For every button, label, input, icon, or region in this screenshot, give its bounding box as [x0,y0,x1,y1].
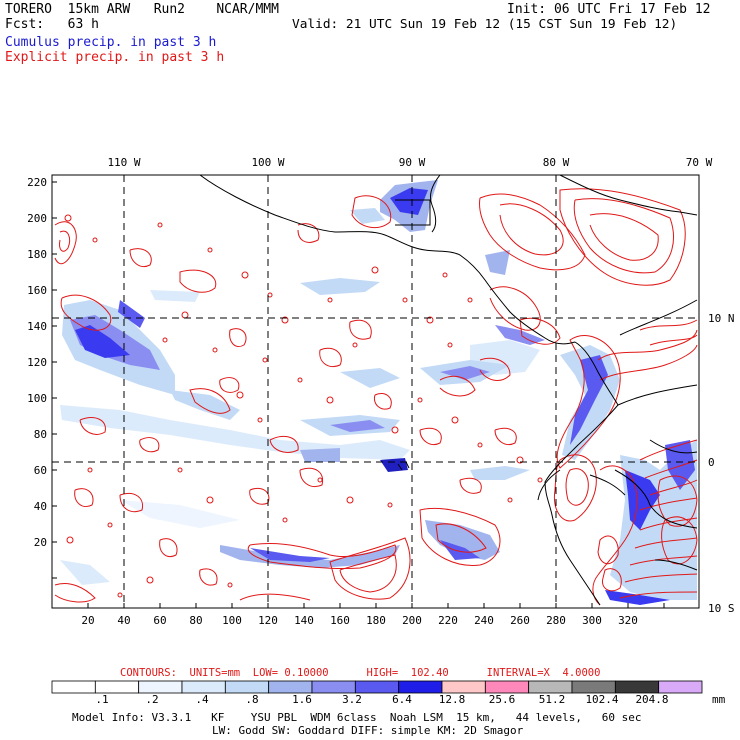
colorbar-label: 12.8 [438,693,466,706]
colorbar-label: .2 [145,693,159,706]
colorbar-box [311,680,356,694]
colorbar-box [658,680,703,694]
colorbar-box [224,680,270,694]
colorbar-label: .1 [95,693,109,706]
init-time: Init: 06 UTC Fri 17 Feb 12 [507,2,711,17]
map-content [52,175,699,608]
explicit-precip-contours [54,188,698,606]
colorbar-box [571,680,616,694]
colorbar-box [94,680,140,694]
x-tick-label: 80 [189,614,202,627]
colorbar [51,680,703,694]
colorbar-box [181,680,226,694]
x-tick-label: 100 [222,614,242,627]
lon-label: 70 W [686,156,713,169]
y-tick-label: 40 [34,500,47,513]
colorbar-box [484,680,530,694]
y-tick-label: 160 [27,284,47,297]
x-tick-label: 260 [510,614,530,627]
colorbar-label: 102.4 [585,693,619,706]
x-tick-label: 40 [117,614,130,627]
x-tick-label: 60 [153,614,166,627]
colorbar-unit: mm [712,693,726,706]
lat-label: 10 N [708,312,735,325]
axis-labels: 110 W 100 W 90 W 80 W 70 W 10 N 0 10 S 2… [27,156,734,627]
x-tick-label: 120 [258,614,278,627]
colorbar-label: 1.6 [292,693,312,706]
x-tick-label: 220 [438,614,458,627]
x-tick-label: 240 [474,614,494,627]
colorbar-box [268,680,313,694]
lon-label: 100 W [251,156,284,169]
x-tick-label: 200 [402,614,422,627]
colorbar-label: .8 [245,693,259,706]
explicit-precip-cells [64,214,543,598]
colorbar-box [138,680,183,694]
colorbar-box [528,680,573,694]
x-tick-label: 160 [330,614,350,627]
colorbar-label: .4 [195,693,209,706]
lon-label: 90 W [399,156,426,169]
y-tick-label: 120 [27,356,47,369]
colorbar-label: 3.2 [342,693,362,706]
cumulus-precip-shading [60,180,697,605]
colorbar-label: 25.6 [488,693,516,706]
x-tick-label: 180 [366,614,386,627]
coastlines [199,175,698,606]
forecast-hour: Fcst: 63 h [5,17,99,32]
colorbar-box [354,680,400,694]
colorbar-box [441,680,486,694]
lon-label: 80 W [543,156,570,169]
model-info: Model Info: V3.3.1 KF YSU PBL WDM 6class… [72,711,642,724]
colorbar-box [51,680,96,694]
lat-label: 0 [708,456,715,469]
x-tick-label: 140 [294,614,314,627]
axis-ticks [52,181,665,608]
y-tick-label: 80 [34,428,47,441]
lon-label: 110 W [107,156,140,169]
y-tick-label: 180 [27,248,47,261]
y-tick-label: 200 [27,212,47,225]
y-tick-label: 20 [34,536,47,549]
field-label-explicit: Explicit precip. in past 3 h [5,50,225,65]
y-tick-label: 60 [34,464,47,477]
x-tick-label: 20 [81,614,94,627]
colorbar-box [614,680,660,694]
x-tick-label: 280 [546,614,566,627]
colorbar-label: 204.8 [635,693,669,706]
y-tick-label: 220 [27,176,47,189]
y-tick-label: 140 [27,320,47,333]
model-title: TORERO 15km ARW Run2 NCAR/MMM [5,2,279,17]
x-tick-label: 320 [618,614,638,627]
colorbar-label: 51.2 [538,693,566,706]
y-tick-label: 100 [27,392,47,405]
contour-info: CONTOURS: UNITS=mm LOW= 0.10000 HIGH= 10… [120,667,601,679]
field-label-cumulus: Cumulus precip. in past 3 h [5,35,217,50]
latlon-grid [52,175,699,608]
colorbar-label: 6.4 [392,693,412,706]
x-tick-label: 300 [582,614,602,627]
physics-info: LW: Godd SW: Goddard DIFF: simple KM: 2D… [212,724,524,737]
valid-time: Valid: 21 UTC Sun 19 Feb 12 (15 CST Sun … [292,17,678,32]
lat-label: 10 S [708,602,735,615]
colorbar-box [398,680,443,694]
